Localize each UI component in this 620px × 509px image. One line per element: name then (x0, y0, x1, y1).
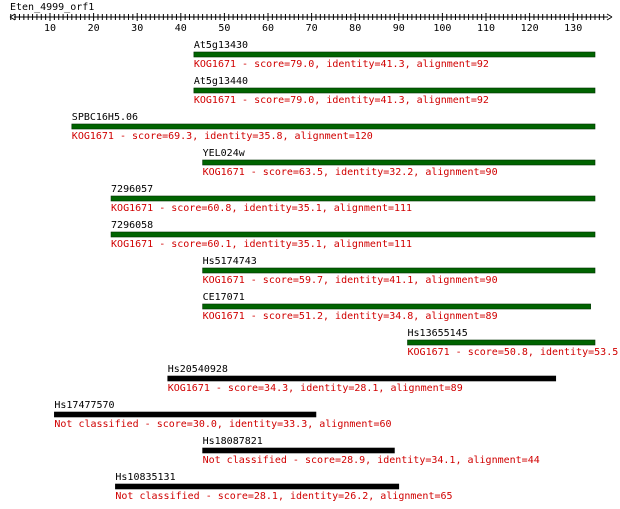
hit-name: Hs20540928 (168, 364, 228, 375)
hit-row: At5g13430 KOG1671 - score=79.0, identity=… (193, 40, 596, 70)
hit-name: Hs17477570 (54, 400, 114, 411)
hit-description: KOG1671 - score=59.7, identity=41.1, ali… (203, 275, 498, 286)
hit-bar[interactable] (407, 339, 596, 346)
hit-description: Not classified - score=28.9, identity=34… (203, 455, 540, 466)
hit-bar[interactable] (110, 195, 596, 202)
hit-row: YEL024w KOG1671 - score=63.5, identity=32… (202, 148, 596, 178)
hit-row: Hs18087821 Not classified - score=28.9, i… (202, 436, 540, 466)
hit-description: KOG1671 - score=60.8, identity=35.1, ali… (111, 203, 412, 214)
tick-label: 70 (306, 23, 318, 34)
tick-label: 60 (262, 23, 274, 34)
hit-name: Hs18087821 (203, 436, 263, 447)
hit-row: SPBC16H5.06 KOG1671 - score=69.3, identit… (71, 112, 596, 142)
tick-label: 80 (349, 23, 361, 34)
hit-row: CE17071 KOG1671 - score=51.2, identity=34… (202, 292, 591, 322)
hit-name: 7296057 (111, 184, 153, 195)
tick-label: 10 (44, 23, 56, 34)
hit-description: KOG1671 - score=79.0, identity=41.3, ali… (194, 95, 489, 106)
hit-row: 7296057 KOG1671 - score=60.8, identity=35… (110, 184, 596, 214)
hit-bar[interactable] (193, 51, 596, 58)
hit-bar[interactable] (193, 87, 596, 94)
hit-description: Not classified - score=28.1, identity=26… (115, 491, 452, 502)
hit-row: Hs20540928 KOG1671 - score=34.3, identity… (167, 364, 557, 394)
hit-description: KOG1671 - score=60.1, identity=35.1, ali… (111, 239, 412, 250)
hit-description: KOG1671 - score=50.8, identity=53.5, ali… (408, 347, 620, 358)
tick-label: 110 (477, 23, 495, 34)
hit-row: Hs10835131 Not classified - score=28.1, i… (115, 472, 453, 502)
hit-bar[interactable] (202, 267, 596, 274)
hit-name: At5g13440 (194, 76, 248, 87)
axis-right-arrow (606, 13, 613, 21)
hit-description: KOG1671 - score=63.5, identity=32.2, ali… (203, 167, 498, 178)
tick-label: 50 (218, 23, 230, 34)
hit-name: 7296058 (111, 220, 153, 231)
hit-row: Hs5174743 KOG1671 - score=59.7, identity=… (202, 256, 596, 286)
hit-row: Hs13655145 KOG1671 - score=50.8, identity… (407, 328, 620, 358)
hit-name: SPBC16H5.06 (72, 112, 138, 123)
tick-label: 100 (433, 23, 451, 34)
hit-row: 7296058 KOG1671 - score=60.1, identity=35… (110, 220, 596, 250)
hit-description: KOG1671 - score=79.0, identity=41.3, ali… (194, 59, 489, 70)
sequence-title: Eten_4999_orf1 (10, 2, 94, 13)
hit-name: Hs13655145 (408, 328, 468, 339)
hit-description: Not classified - score=30.0, identity=33… (54, 419, 391, 430)
hit-bar[interactable] (167, 375, 557, 382)
tick-label: 90 (393, 23, 405, 34)
hit-row: At5g13440 KOG1671 - score=79.0, identity=… (193, 76, 596, 106)
hit-bar[interactable] (110, 231, 596, 238)
hit-bar[interactable] (202, 447, 395, 454)
hit-row: Hs17477570 Not classified - score=30.0, i… (54, 400, 392, 430)
hit-bar[interactable] (202, 303, 591, 310)
tick-label: 40 (175, 23, 187, 34)
hit-list: At5g13430 KOG1671 - score=79.0, identity=… (54, 40, 620, 502)
tick-label: 120 (521, 23, 539, 34)
hit-description: KOG1671 - score=51.2, identity=34.8, ali… (203, 311, 498, 322)
tick-label: 30 (131, 23, 143, 34)
hit-name: Hs10835131 (115, 472, 175, 483)
hit-bar[interactable] (115, 483, 400, 490)
ruler-axis: 10 20 30 40 50 60 70 80 90 100 110 120 130 (9, 13, 613, 34)
hit-name: CE17071 (203, 292, 245, 303)
hit-description: KOG1671 - score=34.3, identity=28.1, ali… (168, 383, 463, 394)
hit-name: Hs5174743 (203, 256, 257, 267)
hit-bar[interactable] (54, 411, 317, 418)
hit-name: YEL024w (203, 148, 246, 159)
hit-description: KOG1671 - score=69.3, identity=35.8, ali… (72, 131, 373, 142)
tick-label: 130 (564, 23, 582, 34)
hit-bar[interactable] (71, 123, 596, 130)
tick-label: 20 (88, 23, 100, 34)
hit-bar[interactable] (202, 159, 596, 166)
hit-name: At5g13430 (194, 40, 248, 51)
